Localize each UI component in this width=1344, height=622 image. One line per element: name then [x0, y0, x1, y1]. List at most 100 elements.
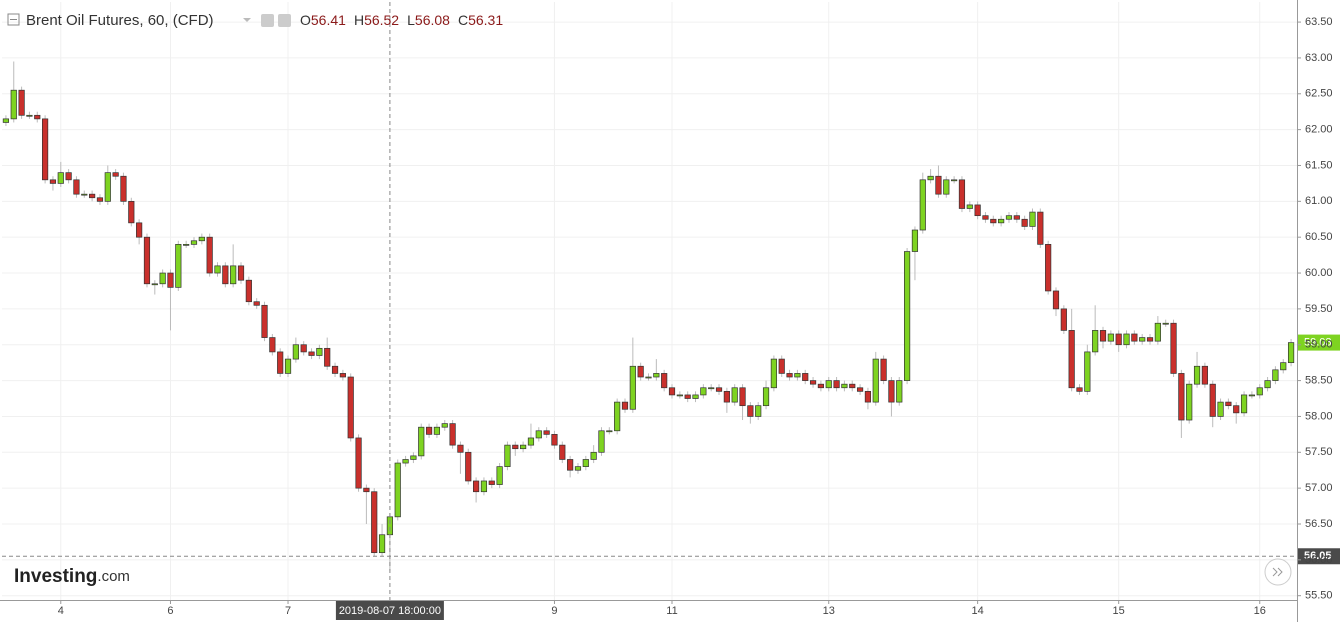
candle-body	[692, 394, 699, 399]
x-tick-label: 9	[551, 605, 557, 617]
candle-body	[809, 380, 817, 385]
candle-body	[841, 383, 848, 389]
candle-body	[723, 390, 730, 403]
candle-body	[943, 179, 950, 195]
candle-body	[292, 344, 299, 360]
candle-body	[1131, 333, 1138, 342]
candle-body	[990, 218, 997, 224]
candle-body	[966, 204, 973, 209]
settings-icon[interactable]	[278, 14, 291, 27]
candle-body	[1029, 211, 1036, 227]
ohlc-value: 56.31	[468, 12, 503, 28]
y-tick-label: 62.00	[1305, 124, 1333, 136]
y-tick-label: 56.50	[1305, 518, 1333, 530]
candle-body	[143, 236, 151, 285]
candle-body	[300, 344, 307, 353]
ohlc-key: C	[458, 12, 468, 28]
candle-body	[559, 444, 566, 460]
candle-body	[316, 347, 323, 356]
candle-body	[394, 462, 401, 518]
candle-body	[1092, 330, 1099, 353]
candle-body	[512, 444, 519, 450]
candle-body	[715, 387, 723, 392]
logo-main: Investing	[14, 566, 97, 587]
y-tick-label: 56.00	[1305, 554, 1333, 566]
candle-body	[958, 179, 966, 209]
candle-body	[1115, 333, 1122, 346]
candle-body	[1178, 373, 1185, 421]
candle-body	[308, 351, 315, 356]
candle-body	[230, 265, 237, 285]
candle-body	[927, 175, 934, 181]
candle-body	[1225, 401, 1232, 407]
x-tick-label: 6	[167, 605, 173, 617]
candle-body	[567, 459, 574, 471]
candle-body	[190, 240, 198, 245]
crosshair-price-label: 56.05	[1304, 550, 1332, 562]
candle-body	[1068, 330, 1075, 389]
scroll-button[interactable]	[1264, 558, 1292, 586]
candle-body	[128, 200, 135, 224]
candle-body	[747, 405, 754, 417]
candle-body	[65, 172, 72, 181]
candle-body	[574, 466, 582, 471]
candle-body	[136, 222, 143, 238]
y-tick-label: 61.50	[1305, 159, 1333, 171]
candle-body	[363, 487, 370, 493]
candle-body	[668, 387, 676, 396]
candle-body	[261, 304, 268, 338]
scroll-icon	[1272, 567, 1283, 577]
candle-body	[1248, 394, 1255, 397]
candle-body	[175, 244, 182, 288]
candle-body	[480, 480, 488, 493]
candle-body	[755, 405, 762, 417]
candle-body	[418, 426, 425, 457]
candle-body	[1209, 383, 1216, 417]
settings-icon[interactable]	[261, 14, 274, 27]
x-tick-label: 13	[823, 605, 835, 617]
y-tick-label: 58.50	[1305, 374, 1333, 386]
last-price-label: 59.03	[1304, 336, 1332, 348]
collapse-icon[interactable]	[7, 13, 20, 26]
candle-body	[10, 89, 17, 120]
candle-body	[700, 387, 707, 396]
candles	[2, 61, 1295, 571]
candle-body	[214, 265, 221, 274]
candle-body	[1264, 380, 1271, 389]
candle-body	[676, 394, 683, 397]
candle-body	[849, 383, 856, 389]
candle-body	[410, 455, 417, 460]
candle-body	[96, 197, 104, 202]
candle-body	[159, 272, 166, 285]
chart-title: Brent Oil Futures, 60, (CFD)	[26, 12, 214, 29]
candle-body	[1052, 290, 1060, 310]
candle-body	[402, 459, 409, 464]
candle-body	[34, 114, 41, 120]
candle-body	[739, 387, 746, 407]
candle-body	[1084, 351, 1091, 392]
candle-body	[762, 387, 770, 407]
last-price-box	[1298, 334, 1340, 351]
candle-body	[974, 204, 981, 217]
y-tick-label: 63.50	[1305, 16, 1333, 28]
y-tick-label: 57.50	[1305, 446, 1333, 458]
candle-body	[1287, 342, 1295, 364]
x-tick-label: 11	[666, 605, 677, 617]
logo: Investing.com	[14, 566, 130, 587]
candle-body	[81, 193, 88, 196]
candle-body	[1013, 215, 1020, 220]
y-tick-label: 59.50	[1305, 303, 1333, 315]
candle-body	[1162, 322, 1169, 325]
candle-body	[1280, 362, 1287, 371]
crosshair-time-box	[335, 601, 444, 620]
candle-body	[151, 283, 158, 286]
crosshair-time-label: 2019-08-07 18:00:00	[339, 605, 441, 617]
candle-body	[708, 387, 715, 390]
candle-body	[770, 358, 777, 389]
candle-body	[347, 376, 354, 439]
dropdown-icon[interactable]	[243, 18, 251, 22]
candle-body	[1060, 308, 1067, 331]
crosshair-price-box	[1298, 548, 1340, 565]
candle-body	[269, 337, 276, 353]
candle-body	[629, 365, 636, 410]
